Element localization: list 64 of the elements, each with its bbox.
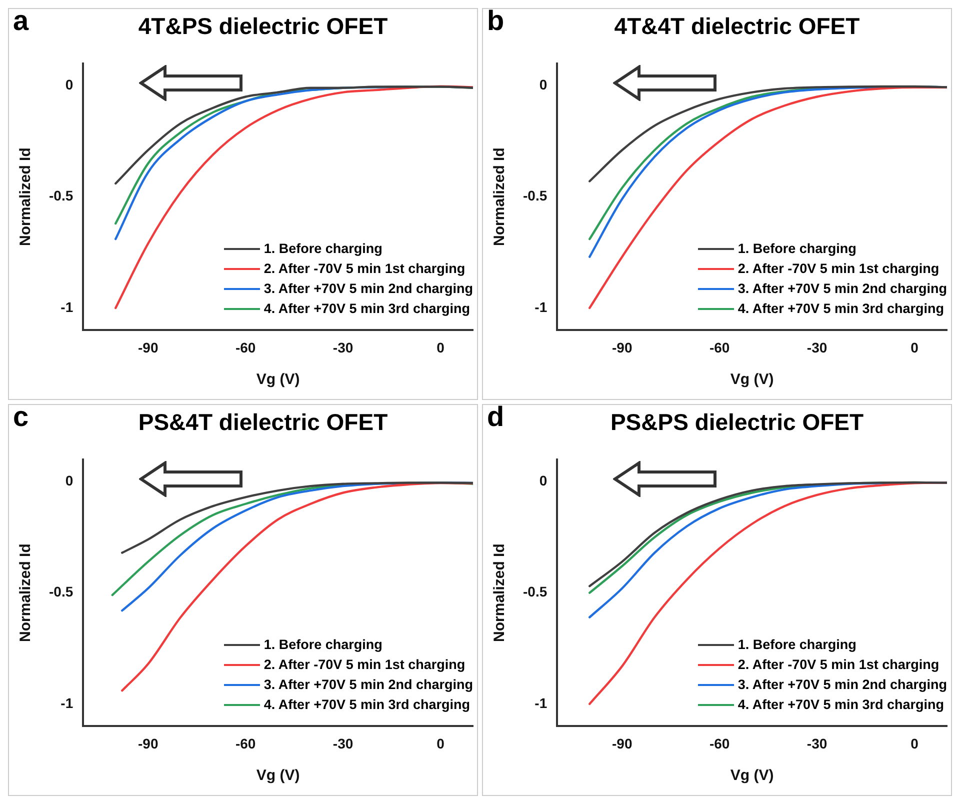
x-tick-label: 0 [436,735,445,752]
legend-label: 2. After -70V 5 min 1st charging [264,260,466,278]
x-axis-title: Vg (V) [256,371,300,388]
y-tick-label: -1 [534,298,548,315]
chart-title: PS&4T dielectric OFET [138,409,388,435]
legend-label: 3. After +70V 5 min 2nd charging [738,280,947,298]
y-tick-label: -1 [534,694,548,711]
x-tick-label: -60 [709,735,730,752]
x-tick-label: -90 [612,735,632,752]
x-tick-label: -30 [806,339,828,356]
x-tick-label: 0 [436,339,445,356]
y-tick-label: -0.5 [523,188,548,204]
legend-label: 2. After -70V 5 min 1st charging [738,260,940,278]
x-tick-label: -60 [709,339,730,356]
x-axis-title: Vg (V) [256,767,300,784]
legend-label: 1. Before charging [738,636,856,654]
text: d [487,401,504,433]
y-tick-label: -1 [60,298,74,315]
x-axis-title: Vg (V) [730,767,774,784]
legend-label: 4. After +70V 5 min 3rd charging [738,696,944,714]
x-axis-title: Vg (V) [730,371,774,388]
legend-label: 2. After -70V 5 min 1st charging [264,656,466,674]
legend-label: 1. Before charging [264,240,382,258]
y-axis-title: Normalized Id [491,148,508,246]
x-tick-label: 0 [910,735,919,752]
y-axis-title: Normalized Id [17,148,34,246]
legend-label: 3. After +70V 5 min 2nd charging [264,676,473,694]
x-tick-label: -60 [235,735,256,752]
y-tick-label: 0 [65,76,74,92]
legend-label: 4. After +70V 5 min 3rd charging [738,300,944,318]
line-series [114,86,473,185]
x-tick-label: -30 [806,735,828,752]
chart-title: 4T&4T dielectric OFET [614,13,860,39]
chart-title: 4T&PS dielectric OFET [138,13,388,39]
x-tick-label: -90 [138,735,158,752]
y-axis-title: Normalized Id [17,544,34,642]
legend-label: 1. Before charging [738,240,856,258]
line-series [121,482,473,554]
text: b [487,5,504,37]
x-tick-label: -90 [612,339,632,356]
line-series [588,85,947,182]
chart-title: PS&PS dielectric OFET [610,409,864,435]
text: a [13,5,29,37]
legend-label: 4. After +70V 5 min 3rd charging [264,300,470,318]
y-tick-label: -0.5 [523,584,548,600]
x-tick-label: 0 [910,339,919,356]
legend-label: 2. After -70V 5 min 1st charging [738,656,940,674]
y-tick-label: -0.5 [49,188,74,204]
line-series [121,482,473,692]
legend-label: 3. After +70V 5 min 2nd charging [738,676,947,694]
y-tick-label: -1 [60,694,74,711]
legend-label: 3. After +70V 5 min 2nd charging [264,280,473,298]
legend-label: 4. After +70V 5 min 3rd charging [264,696,470,714]
legend-label: 1. Before charging [264,636,382,654]
y-axis-title: Normalized Id [491,544,508,642]
x-tick-label: -90 [138,339,158,356]
y-tick-label: 0 [539,76,548,92]
y-tick-label: 0 [65,472,74,488]
x-tick-label: -30 [332,339,354,356]
x-tick-label: -30 [332,735,354,752]
y-tick-label: -0.5 [49,584,74,600]
x-tick-label: -60 [235,339,256,356]
y-tick-label: 0 [539,472,548,488]
text: c [13,401,29,433]
